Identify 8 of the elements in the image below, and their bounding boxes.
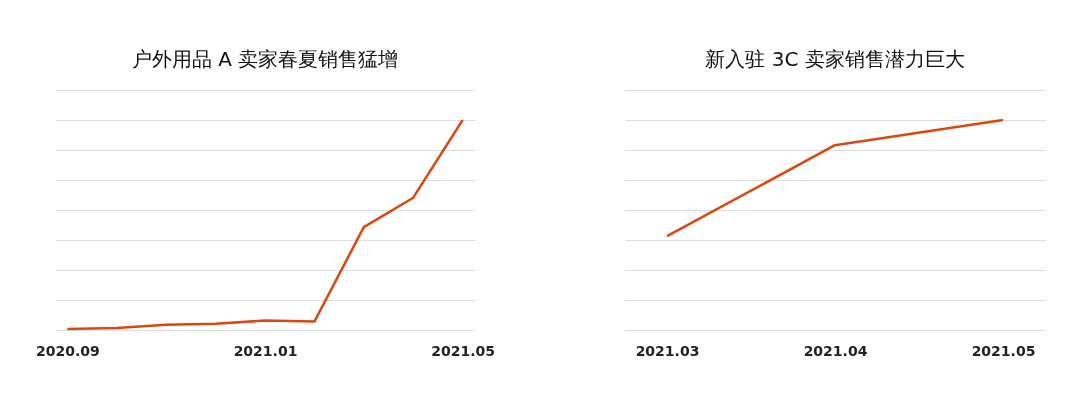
chart-title: 新入驻 3C 卖家销售潜力巨大 — [705, 47, 965, 71]
x-tick-label: 2021.05 — [431, 342, 496, 359]
x-tick-label: 2021.04 — [803, 342, 868, 359]
chart-title: 户外用品 A 卖家春夏销售猛增 — [131, 47, 399, 71]
x-tick-label: 2021.05 — [971, 342, 1036, 359]
x-tick-label: 2020.09 — [35, 342, 100, 359]
x-tick-label: 2021.03 — [635, 342, 700, 359]
x-tick-label: 2021.01 — [233, 342, 298, 359]
